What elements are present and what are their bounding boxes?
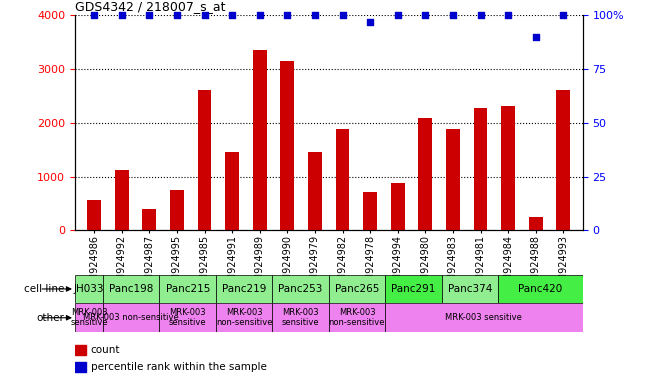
Bar bbox=[225, 152, 239, 230]
Bar bbox=[253, 50, 267, 230]
Point bbox=[365, 19, 376, 25]
Bar bbox=[159, 303, 216, 332]
Point bbox=[475, 12, 486, 18]
Text: MRK-003
sensitive: MRK-003 sensitive bbox=[169, 308, 206, 328]
Bar bbox=[329, 275, 385, 303]
Bar bbox=[272, 275, 329, 303]
Point bbox=[144, 12, 154, 18]
Bar bbox=[143, 209, 156, 230]
Point bbox=[117, 12, 127, 18]
Text: Panc253: Panc253 bbox=[279, 284, 323, 294]
Bar bbox=[419, 118, 432, 230]
Text: MRK-003 non-sensitive: MRK-003 non-sensitive bbox=[83, 313, 179, 322]
Point bbox=[227, 12, 238, 18]
Point bbox=[393, 12, 403, 18]
Bar bbox=[75, 345, 86, 354]
Point bbox=[172, 12, 182, 18]
Point bbox=[310, 12, 320, 18]
Point bbox=[199, 12, 210, 18]
Text: other: other bbox=[37, 313, 64, 323]
Point bbox=[337, 12, 348, 18]
Text: Panc420: Panc420 bbox=[518, 284, 562, 294]
Point bbox=[89, 12, 100, 18]
Bar bbox=[87, 200, 101, 230]
Bar bbox=[308, 152, 322, 230]
Point bbox=[282, 12, 292, 18]
Bar bbox=[170, 190, 184, 230]
Text: MRK-003
sensitive: MRK-003 sensitive bbox=[282, 308, 320, 328]
Text: count: count bbox=[91, 345, 120, 355]
Text: MRK-003 sensitive: MRK-003 sensitive bbox=[445, 313, 522, 322]
Text: Panc291: Panc291 bbox=[391, 284, 436, 294]
Bar bbox=[329, 303, 385, 332]
Bar bbox=[159, 275, 216, 303]
Bar bbox=[391, 183, 405, 230]
Text: JH033: JH033 bbox=[74, 284, 104, 294]
Bar bbox=[272, 303, 329, 332]
Text: Panc219: Panc219 bbox=[222, 284, 266, 294]
Point bbox=[255, 12, 265, 18]
Text: percentile rank within the sample: percentile rank within the sample bbox=[91, 362, 267, 372]
Bar bbox=[336, 129, 350, 230]
Text: Panc265: Panc265 bbox=[335, 284, 379, 294]
Bar bbox=[115, 170, 129, 230]
Bar bbox=[501, 106, 515, 230]
Text: Panc215: Panc215 bbox=[165, 284, 210, 294]
Bar bbox=[441, 275, 498, 303]
Point bbox=[531, 34, 541, 40]
Bar bbox=[529, 217, 543, 230]
Text: MRK-003
sensitive: MRK-003 sensitive bbox=[70, 308, 108, 328]
Bar bbox=[557, 89, 570, 230]
Bar bbox=[385, 303, 583, 332]
Bar bbox=[363, 192, 377, 230]
Text: Panc198: Panc198 bbox=[109, 284, 154, 294]
Point bbox=[420, 12, 430, 18]
Text: MRK-003
non-sensitive: MRK-003 non-sensitive bbox=[216, 308, 272, 328]
Bar bbox=[75, 303, 103, 332]
Point bbox=[503, 12, 514, 18]
Text: MRK-003
non-sensitive: MRK-003 non-sensitive bbox=[329, 308, 385, 328]
Bar bbox=[281, 61, 294, 230]
Bar bbox=[216, 303, 272, 332]
Bar bbox=[474, 108, 488, 230]
Bar bbox=[446, 129, 460, 230]
Bar bbox=[385, 275, 441, 303]
Text: cell line: cell line bbox=[24, 284, 64, 294]
Bar bbox=[103, 275, 159, 303]
Text: Panc374: Panc374 bbox=[448, 284, 492, 294]
Bar bbox=[198, 89, 212, 230]
Bar bbox=[498, 275, 583, 303]
Bar bbox=[216, 275, 272, 303]
Point bbox=[558, 12, 568, 18]
Bar bbox=[103, 303, 159, 332]
Text: GDS4342 / 218007_s_at: GDS4342 / 218007_s_at bbox=[75, 0, 225, 13]
Bar bbox=[75, 362, 86, 372]
Point bbox=[448, 12, 458, 18]
Bar bbox=[75, 275, 103, 303]
